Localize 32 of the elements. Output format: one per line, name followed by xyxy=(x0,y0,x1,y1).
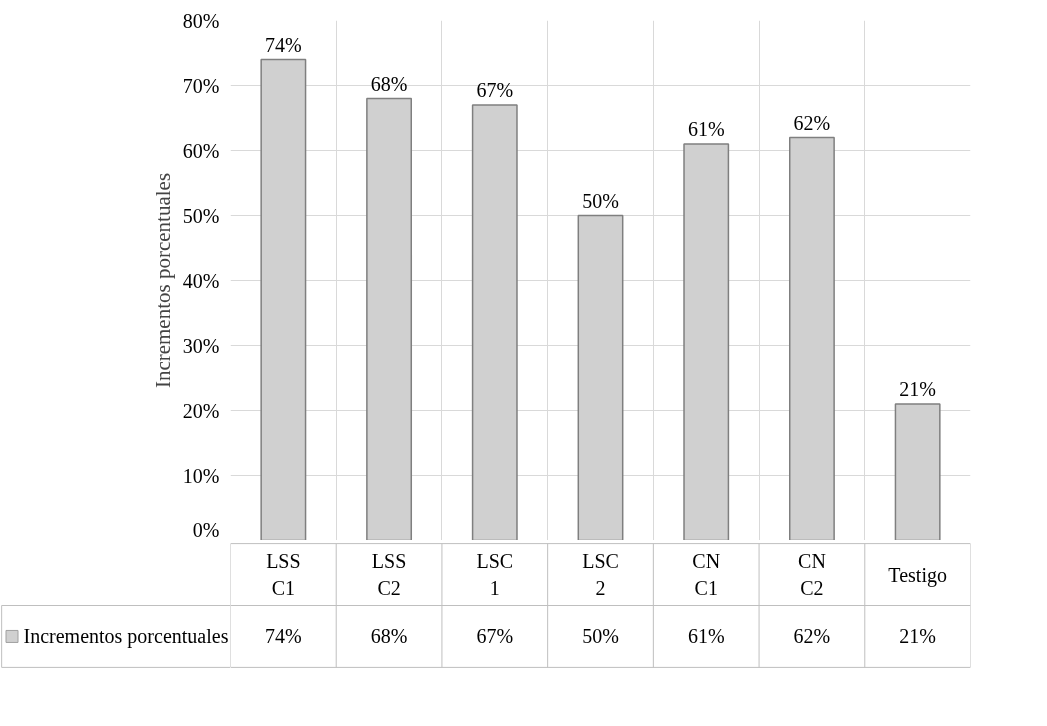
data-label: 50% xyxy=(582,625,619,648)
x-tick-label: Testigo xyxy=(888,563,947,587)
y-tick-label: 70% xyxy=(182,74,220,97)
text: 21% xyxy=(899,378,936,400)
data-label: 21% xyxy=(899,625,936,648)
data-label: 62% xyxy=(793,625,831,648)
data-label: 74% xyxy=(265,625,302,648)
x-tick-label: LSC 1 xyxy=(476,550,514,599)
y-axis-title: Incrementos porcentuales xyxy=(150,172,175,389)
y-tick-label: 80% xyxy=(182,9,220,32)
data-label: 67% xyxy=(476,625,514,648)
x-tick-label: CN C1 xyxy=(692,550,721,599)
x-tick-label: CN C2 xyxy=(798,550,826,599)
y-tick-label: 50% xyxy=(182,204,220,227)
text: 62% xyxy=(793,111,831,134)
y-tick-label: 40% xyxy=(182,269,220,292)
y-tick-label: 30% xyxy=(182,334,220,357)
legend-label: Incrementos porcentuales xyxy=(23,625,229,649)
x-tick-label: LSS C1 xyxy=(266,550,301,599)
text: 61% xyxy=(687,118,725,140)
text: 67% xyxy=(476,79,514,101)
y-tick-label: 0% xyxy=(192,518,220,541)
y-tick-label: 60% xyxy=(182,139,220,162)
text: 50% xyxy=(582,189,619,212)
text: 68% xyxy=(370,72,408,95)
y-tick-label: 20% xyxy=(182,399,220,422)
y-tick-label: 10% xyxy=(182,464,220,487)
data-label: 68% xyxy=(370,625,408,648)
x-tick-label: LSS C2 xyxy=(371,550,407,599)
x-tick-label: LSC 2 xyxy=(582,550,619,599)
data-label: 61% xyxy=(687,625,725,648)
text: 74% xyxy=(265,33,302,56)
